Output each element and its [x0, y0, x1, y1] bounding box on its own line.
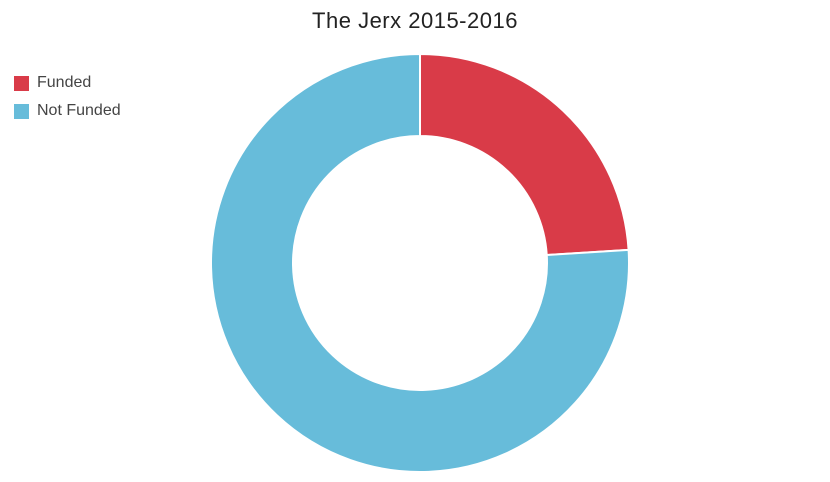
slice-not-funded[interactable] [210, 52, 630, 473]
legend-item-funded[interactable]: Funded [14, 73, 121, 93]
legend: Funded Not Funded [14, 73, 121, 129]
slice-funded[interactable] [419, 52, 630, 257]
chart-title: The Jerx 2015-2016 [312, 8, 518, 33]
legend-item-not-funded[interactable]: Not Funded [14, 101, 121, 121]
legend-swatch-not-funded [14, 103, 29, 119]
legend-label-funded: Funded [37, 74, 92, 91]
legend-swatch-funded [14, 75, 29, 91]
legend-label-not-funded: Not Funded [37, 102, 121, 119]
